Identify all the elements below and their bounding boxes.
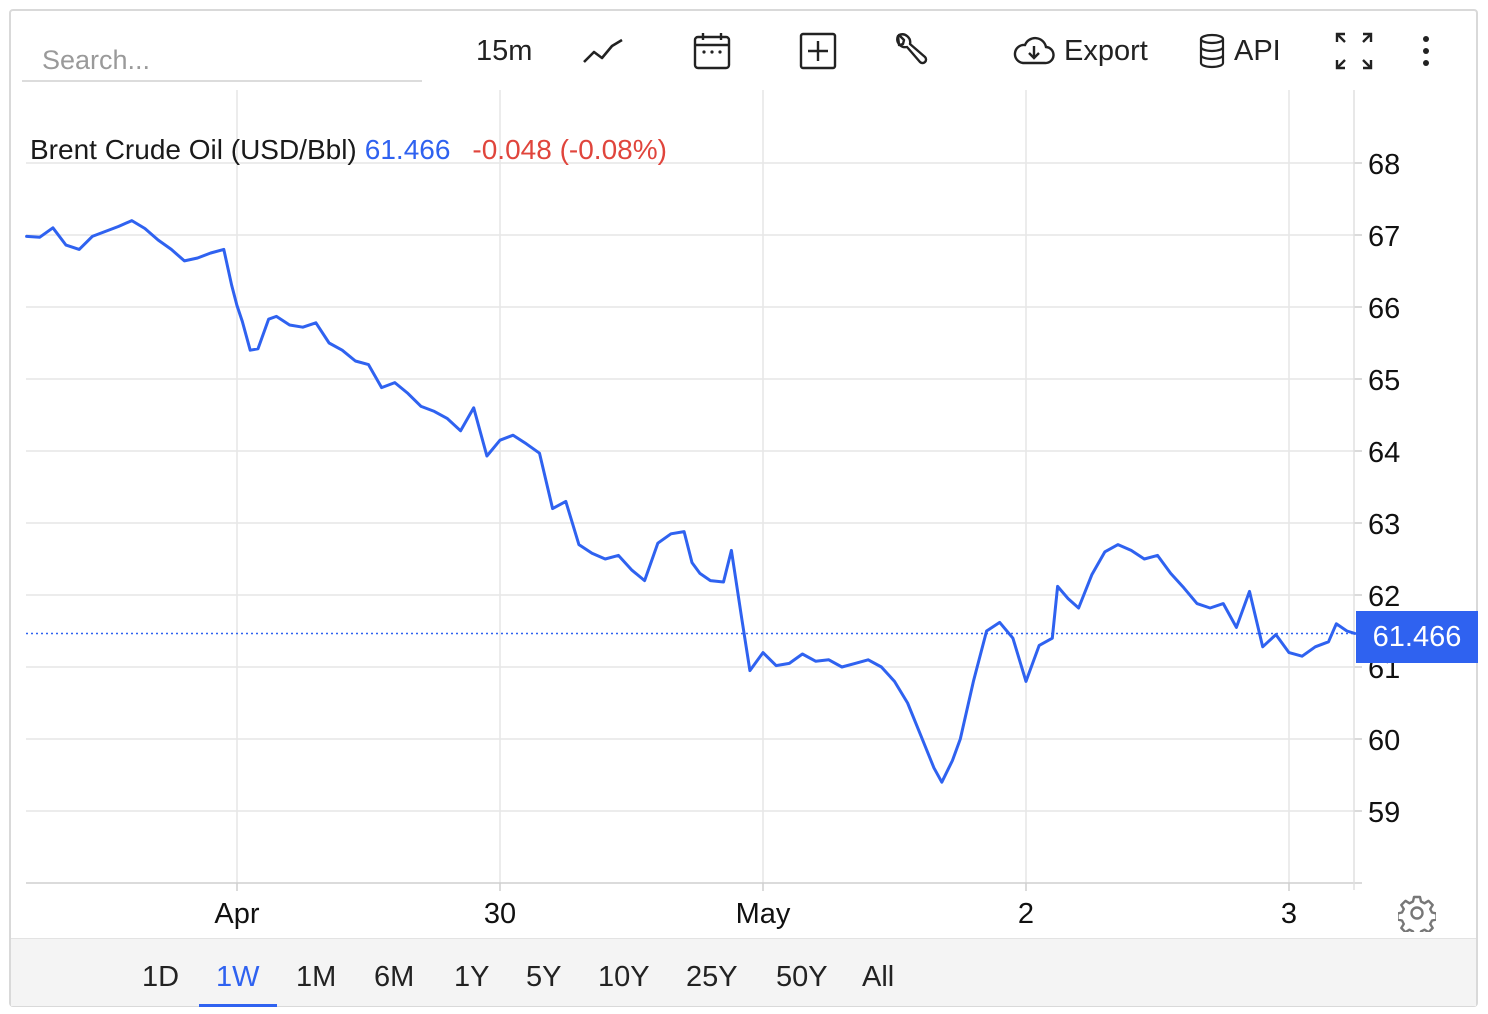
api-label: API <box>1234 34 1281 67</box>
database-icon <box>1199 33 1225 69</box>
toolbar: 15m Export <box>0 0 1488 90</box>
chart-legend: Brent Crude Oil (USD/Bbl) 61.466 -0.048 (-… <box>30 134 667 166</box>
last-price-tag: 61.466 <box>1356 611 1478 664</box>
interval-label: 15m <box>476 34 533 67</box>
y-tick-label: 60 <box>1368 725 1400 757</box>
y-tick-label: 68 <box>1368 149 1400 181</box>
date-range-button[interactable] <box>693 28 731 74</box>
expand-icon <box>1335 32 1373 70</box>
range-button-1y[interactable]: 1Y <box>454 961 490 993</box>
y-tick-label: 59 <box>1368 797 1400 829</box>
y-tick-label: 63 <box>1368 509 1400 541</box>
export-button[interactable]: Export <box>1012 28 1148 74</box>
calendar-icon <box>693 33 731 70</box>
export-label: Export <box>1064 34 1148 67</box>
y-tick-label: 64 <box>1368 437 1400 469</box>
range-button-25y[interactable]: 25Y <box>686 961 738 993</box>
wrench-icon <box>896 33 928 65</box>
more-vertical-icon <box>1423 36 1429 66</box>
fullscreen-button[interactable] <box>1334 28 1374 74</box>
x-tick-label: May <box>736 898 791 930</box>
y-tick-label: 62 <box>1368 581 1400 613</box>
line-chart-icon <box>583 38 623 63</box>
y-tick-label: 67 <box>1368 221 1400 253</box>
range-button-1d[interactable]: 1D <box>142 961 180 993</box>
range-button-1m[interactable]: 1M <box>296 961 337 993</box>
more-menu-button[interactable] <box>1418 28 1434 74</box>
x-tick-label: 2 <box>1018 898 1034 930</box>
x-tick-label: Apr <box>214 898 259 930</box>
range-bar <box>11 938 1476 1006</box>
range-button-10y[interactable]: 10Y <box>598 961 650 993</box>
y-tick-label: 66 <box>1368 293 1400 325</box>
price-series-line <box>25 219 1357 784</box>
x-tick-label: 30 <box>484 898 516 930</box>
interval-selector[interactable]: 15m <box>476 28 532 74</box>
search-input[interactable] <box>22 36 422 82</box>
legend-series-name: Brent Crude Oil (USD/Bbl) <box>30 134 357 165</box>
gear-icon <box>1396 895 1438 938</box>
add-indicator-button[interactable] <box>799 28 837 74</box>
chart-settings-button[interactable] <box>1396 894 1438 938</box>
range-button-5y[interactable]: 5Y <box>526 961 562 993</box>
api-button[interactable]: API <box>1198 28 1281 74</box>
legend-price: 61.466 <box>364 134 451 165</box>
plus-square-icon <box>799 32 837 70</box>
cloud-download-icon <box>1013 36 1055 65</box>
range-button-6m[interactable]: 6M <box>374 961 415 993</box>
chart-widget <box>9 9 1478 1007</box>
active-range-indicator <box>199 1004 277 1007</box>
tools-button[interactable] <box>892 28 928 74</box>
range-button-all[interactable]: All <box>862 961 895 993</box>
legend-change: -0.048 (-0.08%) <box>472 134 667 165</box>
range-button-50y[interactable]: 50Y <box>776 961 828 993</box>
range-button-1w[interactable]: 1W <box>216 961 260 993</box>
x-tick-label: 3 <box>1281 898 1297 930</box>
chart-type-button[interactable] <box>582 28 624 74</box>
y-tick-label: 65 <box>1368 365 1400 397</box>
